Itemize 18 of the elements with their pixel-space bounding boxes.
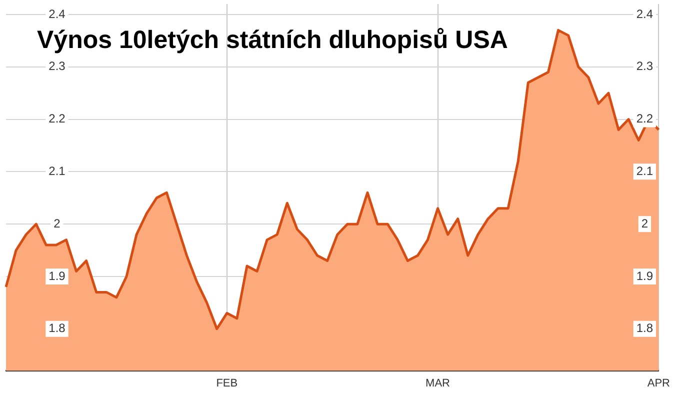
y2-tick-label: 1.8 bbox=[636, 321, 654, 336]
y-tick-label: 2.4 bbox=[48, 6, 66, 21]
x-tick-label: FEB bbox=[216, 377, 238, 390]
y2-tick-label: 2.4 bbox=[636, 6, 654, 21]
x-tick-label: APR bbox=[647, 377, 670, 390]
y2-tick-label: 2.1 bbox=[636, 164, 654, 178]
y-tick-label: 2 bbox=[54, 216, 61, 230]
y-tick-label: 2.3 bbox=[48, 59, 66, 74]
y-tick-label: 2.1 bbox=[48, 164, 66, 178]
y-tick-label: 1.8 bbox=[48, 321, 66, 336]
x-tick-label: MAR bbox=[426, 377, 450, 390]
y-tick-label: 1.9 bbox=[48, 268, 66, 283]
text: Výnos 10letých státních dluhopisů USA bbox=[37, 26, 508, 54]
y2-tick-label: 2 bbox=[641, 216, 648, 230]
y-tick-label: 2.2 bbox=[48, 112, 66, 126]
y2-tick-label: 1.9 bbox=[636, 268, 654, 283]
y2-tick-label: 2.2 bbox=[636, 112, 654, 126]
y2-tick-label: 2.3 bbox=[636, 59, 654, 74]
